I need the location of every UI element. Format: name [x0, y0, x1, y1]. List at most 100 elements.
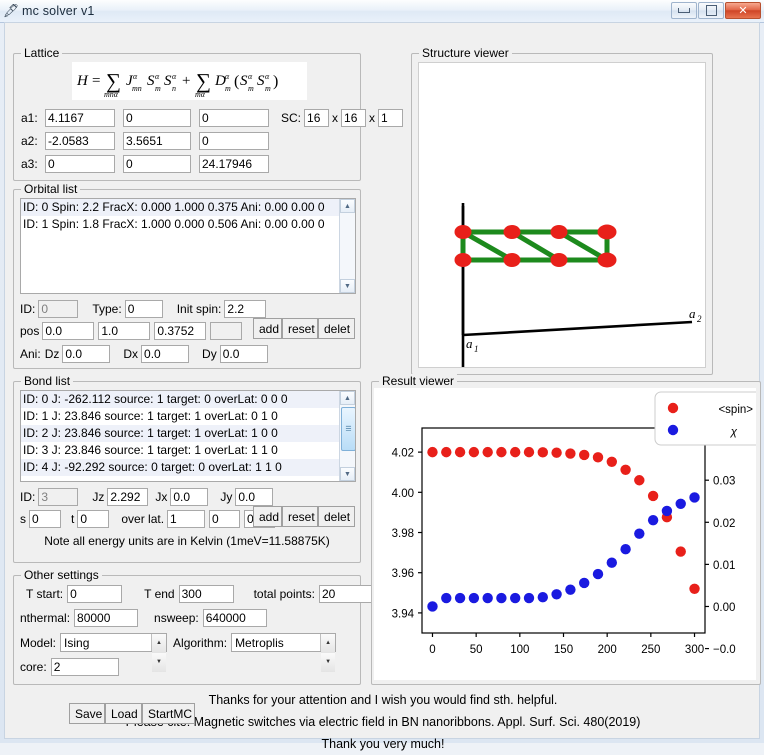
- bond-add-button[interactable]: add: [253, 506, 282, 527]
- svg-text:150: 150: [554, 644, 573, 656]
- bond-jx-input[interactable]: [170, 488, 209, 506]
- svg-text:): ): [273, 73, 278, 90]
- svg-text:S: S: [257, 73, 265, 89]
- sc-c-input[interactable]: [378, 109, 404, 127]
- bond-jy-input[interactable]: [235, 488, 274, 506]
- list-item[interactable]: ID: 0 J: -262.112 source: 1 target: 0 ov…: [21, 391, 340, 408]
- list-item[interactable]: ID: 4 J: -92.292 source: 0 target: 0 ove…: [21, 459, 340, 476]
- result-chart[interactable]: 0 50 100 150 200 250 300 3.94 3.96 3.98 4.00 4.02 −0…: [374, 388, 756, 680]
- orbital-pos-extra-input[interactable]: [210, 322, 243, 340]
- algorithm-value: Metroplis: [235, 636, 284, 650]
- minimize-button[interactable]: [671, 2, 697, 19]
- scroll-down-icon[interactable]: ▼: [340, 279, 355, 293]
- bond-delete-button[interactable]: delet: [318, 506, 355, 527]
- bond-overlat-a-input[interactable]: [167, 510, 206, 528]
- bond-listbox[interactable]: ID: 0 J: -262.112 source: 1 target: 0 ov…: [20, 390, 356, 482]
- orbital-dx-input[interactable]: [141, 345, 190, 363]
- sc-b-input[interactable]: [341, 109, 367, 127]
- startmc-button[interactable]: StartMC: [142, 703, 195, 724]
- sc-a-input[interactable]: [304, 109, 330, 127]
- list-item[interactable]: ID: 3 J: 23.846 source: 1 target: 1 over…: [23, 443, 278, 457]
- a1-z-input[interactable]: [199, 109, 269, 127]
- model-select[interactable]: Ising ▲ ▼: [60, 633, 168, 672]
- svg-text:mnα: mnα: [104, 90, 119, 99]
- a2-z-input[interactable]: [199, 132, 269, 150]
- orbital-initspin-input[interactable]: [224, 300, 267, 318]
- chevron-down-icon[interactable]: ▼: [321, 653, 336, 672]
- svg-text:n: n: [172, 84, 176, 93]
- nsweep-input[interactable]: [202, 609, 267, 627]
- a1-y-input[interactable]: [123, 109, 191, 127]
- svg-text:=: =: [92, 73, 100, 89]
- algorithm-spinner[interactable]: ▲ ▼: [320, 634, 336, 672]
- totalpoints-input[interactable]: [318, 585, 374, 603]
- orbital-dy-input[interactable]: [219, 345, 268, 363]
- orbital-type-input[interactable]: [124, 300, 163, 318]
- bond-reset-button[interactable]: reset: [282, 506, 318, 527]
- a2-x-input[interactable]: [45, 132, 115, 150]
- a3-z-input[interactable]: [199, 155, 269, 173]
- core-input[interactable]: [50, 658, 119, 676]
- list-item[interactable]: ID: 1 Spin: 1.8 FracX: 1.000 0.000 0.506…: [23, 217, 325, 231]
- maximize-button[interactable]: [698, 2, 724, 19]
- bond-target-input[interactable]: [77, 510, 110, 528]
- svg-text:0: 0: [429, 644, 435, 656]
- list-item[interactable]: ID: 0 Spin: 2.2 FracX: 0.000 1.000 0.375…: [21, 199, 340, 216]
- algorithm-label: Algorithm:: [173, 635, 228, 650]
- bond-group: Bond list ID: 0 J: -262.112 source: 1 ta…: [13, 374, 361, 563]
- scroll-up-icon[interactable]: ▲: [340, 391, 355, 405]
- chevron-up-icon[interactable]: ▲: [152, 634, 167, 653]
- svg-text:S: S: [164, 73, 172, 89]
- other-settings-caption: Other settings: [21, 568, 102, 582]
- tend-input[interactable]: [178, 585, 234, 603]
- svg-text:250: 250: [641, 644, 660, 656]
- structure-canvas[interactable]: a 1 a 2: [418, 62, 706, 575]
- orbital-add-button[interactable]: add: [253, 318, 282, 339]
- orbital-initspin-label: Init spin:: [176, 302, 222, 316]
- bond-rows: ID: 0 J: -262.112 source: 1 target: 0 ov…: [21, 391, 340, 476]
- orbital-scrollbar[interactable]: ▲ ▼: [339, 199, 355, 293]
- orbital-pos-y-input[interactable]: [98, 322, 151, 340]
- scroll-down-icon[interactable]: ▼: [340, 467, 355, 481]
- orbital-delete-button[interactable]: delet: [318, 318, 355, 339]
- tstart-label: T start:: [26, 587, 64, 601]
- bond-overlat-b-input[interactable]: [209, 510, 241, 528]
- scrollbar-thumb[interactable]: ☰: [341, 407, 355, 451]
- list-item[interactable]: ID: 1 J: 23.846 source: 1 target: 1 over…: [23, 409, 278, 423]
- bond-id-input[interactable]: [38, 488, 79, 506]
- model-value: Ising: [64, 636, 90, 650]
- a2-y-input[interactable]: [123, 132, 191, 150]
- window-title: mc solver v1: [22, 4, 95, 18]
- a1-x-input[interactable]: [45, 109, 115, 127]
- svg-text:α: α: [225, 72, 230, 81]
- algorithm-select[interactable]: Metroplis ▲ ▼: [231, 633, 337, 672]
- save-button[interactable]: Save: [69, 703, 105, 724]
- list-item[interactable]: ID: 2 J: 23.846 source: 1 target: 1 over…: [21, 425, 340, 442]
- bond-source-input[interactable]: [29, 510, 61, 528]
- bond-jz-input[interactable]: [107, 488, 149, 506]
- load-button[interactable]: Load: [105, 703, 142, 724]
- orbital-pos-x-input[interactable]: [42, 322, 95, 340]
- chevron-up-icon[interactable]: ▲: [321, 634, 336, 653]
- bond-scrollbar[interactable]: ▲ ☰ ▼: [339, 391, 355, 481]
- orbital-id-input[interactable]: [38, 300, 79, 318]
- feather-icon: 🖋: [2, 3, 20, 18]
- orbital-ani-label: Ani:: [20, 347, 41, 361]
- orbital-reset-button[interactable]: reset: [282, 318, 318, 339]
- svg-text:m: m: [265, 84, 271, 93]
- svg-text:H: H: [76, 73, 89, 89]
- lattice-caption: Lattice: [21, 46, 63, 60]
- result-viewer-group: Result viewer 0 50 100 150 200 250 300 3.94 3.96…: [371, 374, 761, 685]
- model-spinner[interactable]: ▲ ▼: [151, 634, 167, 672]
- orbital-dz-input[interactable]: [62, 345, 111, 363]
- svg-text:4.00: 4.00: [392, 488, 414, 500]
- a3-x-input[interactable]: [45, 155, 115, 173]
- close-button[interactable]: ✕: [725, 2, 761, 19]
- tstart-input[interactable]: [67, 585, 123, 603]
- scroll-up-icon[interactable]: ▲: [340, 199, 355, 213]
- a3-y-input[interactable]: [123, 155, 191, 173]
- orbital-listbox[interactable]: ID: 0 Spin: 2.2 FracX: 0.000 1.000 0.375…: [20, 198, 356, 294]
- chevron-down-icon[interactable]: ▼: [152, 653, 167, 672]
- orbital-pos-z-input[interactable]: [154, 322, 207, 340]
- nthermal-input[interactable]: [74, 609, 139, 627]
